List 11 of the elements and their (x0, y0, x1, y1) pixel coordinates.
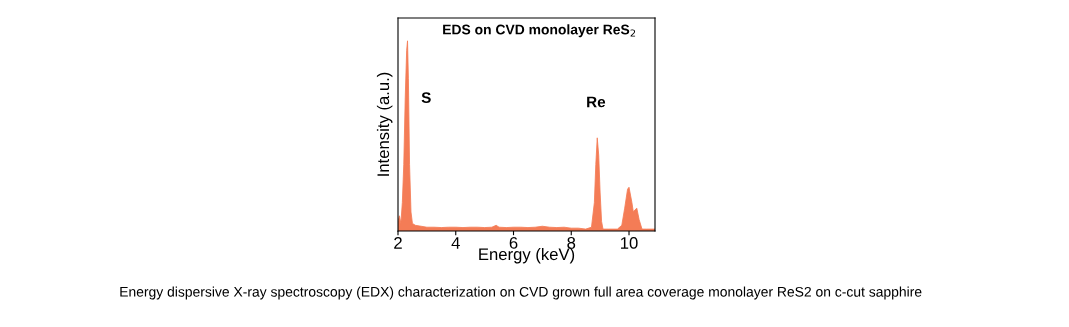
annotation: S (421, 92, 431, 104)
x-tick-label: 4 (451, 237, 460, 249)
x-axis-title: Energy (keV) (479, 247, 575, 264)
text: Energy dispersive X-ray spectroscopy (EDX) characterization on CVD grown full area coverage monolayer ReS2 on c-cut sapphire (120, 286, 922, 300)
y-axis-title: Intensity (a.u.) (376, 72, 393, 176)
x-tick-label: 8 (567, 237, 576, 249)
x-tick-label: 2 (394, 237, 402, 249)
chart-title: EDS on CVD monolayer ReS$_{2}$ (443, 24, 636, 38)
x-tick-label: 6 (509, 237, 518, 249)
annotation: Re (587, 96, 606, 108)
x-tick-label: 10 (621, 237, 638, 249)
